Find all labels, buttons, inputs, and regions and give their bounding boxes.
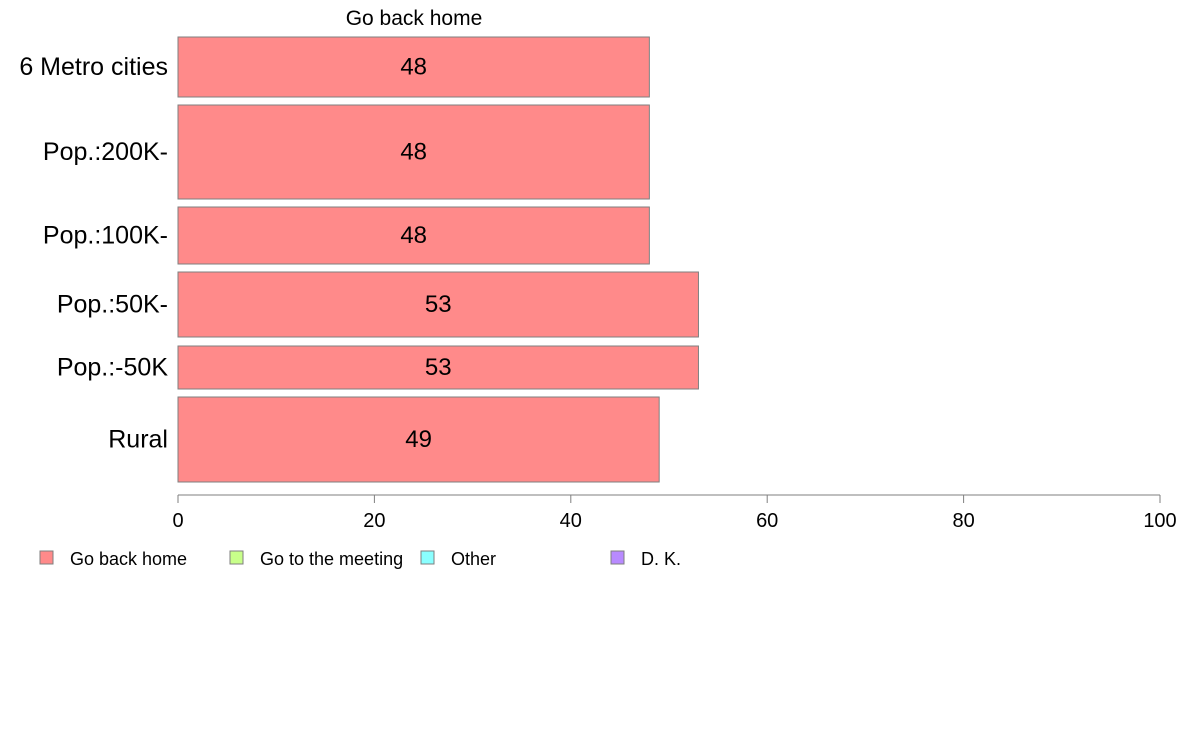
legend-swatch-2 (420, 550, 435, 565)
category-label-3: Pop.:50K- (57, 291, 168, 319)
bar-value-label-3: 53 (425, 291, 452, 318)
bar-2 (177, 206, 650, 265)
legend-label-3: D. K. (641, 549, 681, 569)
bar-4 (177, 345, 699, 390)
x-tick-label-4: 80 (952, 510, 974, 532)
bar-3 (177, 271, 699, 338)
bars-group: 48 6 Metro cities 48 Pop.:200K- 48 Pop.:100K-… (19, 36, 699, 483)
legend-label-1: Go to the meeting (260, 549, 403, 569)
bar-1 (177, 104, 650, 200)
bar-value-label-1: 48 (400, 139, 427, 166)
category-label-5: Rural (108, 426, 168, 454)
chart-title: Go back home (346, 7, 483, 30)
bar-value-label-4: 53 (425, 354, 452, 381)
x-tick-label-0: 0 (172, 510, 183, 532)
x-tick-label-1: 20 (363, 510, 385, 532)
bar-value-label-2: 48 (400, 222, 427, 249)
category-label-0: 6 Metro cities (19, 53, 168, 81)
category-label-4: Pop.:-50K (57, 354, 169, 382)
bar-0 (177, 36, 650, 98)
legend-label-0: Go back home (70, 549, 187, 569)
category-label-2: Pop.:100K- (43, 222, 168, 250)
category-label-1: Pop.:200K- (43, 138, 168, 166)
x-axis: 0 20 40 60 80 100 (172, 494, 1177, 532)
bar-value-label-0: 48 (400, 54, 427, 81)
x-tick-label-2: 40 (560, 510, 582, 532)
bar-value-label-5: 49 (405, 426, 432, 453)
x-tick-label-3: 60 (756, 510, 778, 532)
legend: Go back home Go to the meeting Other D. K. (39, 549, 681, 569)
legend-swatch-1 (229, 550, 244, 565)
legend-swatch-3 (610, 550, 625, 565)
legend-swatch-0 (39, 550, 54, 565)
bar-5 (177, 396, 660, 483)
x-tick-label-5: 100 (1143, 510, 1176, 532)
legend-label-2: Other (451, 549, 496, 569)
